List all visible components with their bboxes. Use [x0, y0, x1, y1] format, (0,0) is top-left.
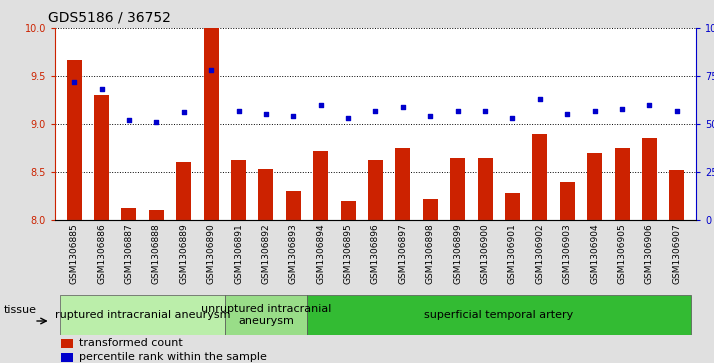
Bar — [423, 199, 438, 363]
Point — [260, 111, 271, 117]
Point — [452, 108, 463, 114]
Text: superficial temporal artery: superficial temporal artery — [424, 310, 573, 320]
Text: GSM1306894: GSM1306894 — [316, 224, 325, 284]
Bar — [560, 182, 575, 363]
Text: GSM1306898: GSM1306898 — [426, 224, 435, 285]
Text: GSM1306903: GSM1306903 — [563, 224, 572, 285]
Point — [589, 108, 600, 114]
Point — [534, 96, 545, 102]
Bar — [225, 295, 307, 335]
Point — [96, 86, 107, 92]
Bar — [307, 295, 690, 335]
Bar — [396, 148, 411, 363]
Point — [343, 115, 354, 121]
Text: GSM1306896: GSM1306896 — [371, 224, 380, 285]
Text: unruptured intracranial
aneurysm: unruptured intracranial aneurysm — [201, 304, 331, 326]
Text: GSM1306886: GSM1306886 — [97, 224, 106, 285]
Bar — [94, 95, 109, 363]
Text: GSM1306902: GSM1306902 — [536, 224, 544, 284]
Text: GSM1306899: GSM1306899 — [453, 224, 462, 285]
Point — [671, 108, 683, 114]
Point — [425, 113, 436, 119]
Bar — [149, 211, 164, 363]
Text: GSM1306893: GSM1306893 — [289, 224, 298, 285]
Text: GSM1306907: GSM1306907 — [673, 224, 681, 285]
Point — [616, 106, 628, 111]
Point — [397, 104, 408, 110]
Point — [124, 117, 135, 123]
Bar — [66, 60, 81, 363]
Bar — [669, 170, 684, 363]
Bar — [231, 159, 246, 363]
Text: ruptured intracranial aneurysm: ruptured intracranial aneurysm — [55, 310, 231, 320]
Text: tissue: tissue — [4, 305, 36, 315]
Bar — [121, 208, 136, 363]
Point — [69, 79, 80, 85]
Bar — [258, 169, 273, 363]
Bar — [341, 201, 356, 363]
Text: GSM1306887: GSM1306887 — [124, 224, 134, 285]
Bar — [176, 162, 191, 363]
Point — [151, 119, 162, 125]
Text: GSM1306885: GSM1306885 — [70, 224, 79, 285]
Point — [507, 115, 518, 121]
Point — [288, 113, 299, 119]
Text: GDS5186 / 36752: GDS5186 / 36752 — [48, 11, 171, 24]
Bar — [61, 339, 73, 348]
Bar — [505, 193, 520, 363]
Bar — [533, 134, 548, 363]
Point — [370, 108, 381, 114]
Text: GSM1306897: GSM1306897 — [398, 224, 408, 285]
Text: GSM1306901: GSM1306901 — [508, 224, 517, 285]
Point — [479, 108, 491, 114]
Text: GSM1306890: GSM1306890 — [206, 224, 216, 285]
Point — [178, 110, 189, 115]
Bar — [368, 159, 383, 363]
Text: GSM1306895: GSM1306895 — [343, 224, 353, 285]
Text: GSM1306905: GSM1306905 — [618, 224, 627, 285]
Bar — [286, 191, 301, 363]
Bar — [450, 158, 466, 363]
Bar — [61, 353, 73, 362]
Bar — [61, 295, 225, 335]
Text: transformed count: transformed count — [79, 338, 183, 348]
Point — [315, 102, 326, 108]
Point — [233, 108, 244, 114]
Text: GSM1306906: GSM1306906 — [645, 224, 654, 285]
Text: GSM1306889: GSM1306889 — [179, 224, 188, 285]
Point — [206, 67, 217, 73]
Bar — [478, 158, 493, 363]
Bar — [587, 153, 602, 363]
Text: GSM1306892: GSM1306892 — [261, 224, 271, 284]
Text: percentile rank within the sample: percentile rank within the sample — [79, 352, 267, 362]
Text: GSM1306904: GSM1306904 — [590, 224, 599, 284]
Point — [644, 102, 655, 108]
Bar — [313, 151, 328, 363]
Text: GSM1306900: GSM1306900 — [481, 224, 490, 285]
Point — [561, 111, 573, 117]
Bar — [642, 138, 657, 363]
Bar — [203, 28, 218, 363]
Bar — [615, 148, 630, 363]
Text: GSM1306891: GSM1306891 — [234, 224, 243, 285]
Text: GSM1306888: GSM1306888 — [152, 224, 161, 285]
